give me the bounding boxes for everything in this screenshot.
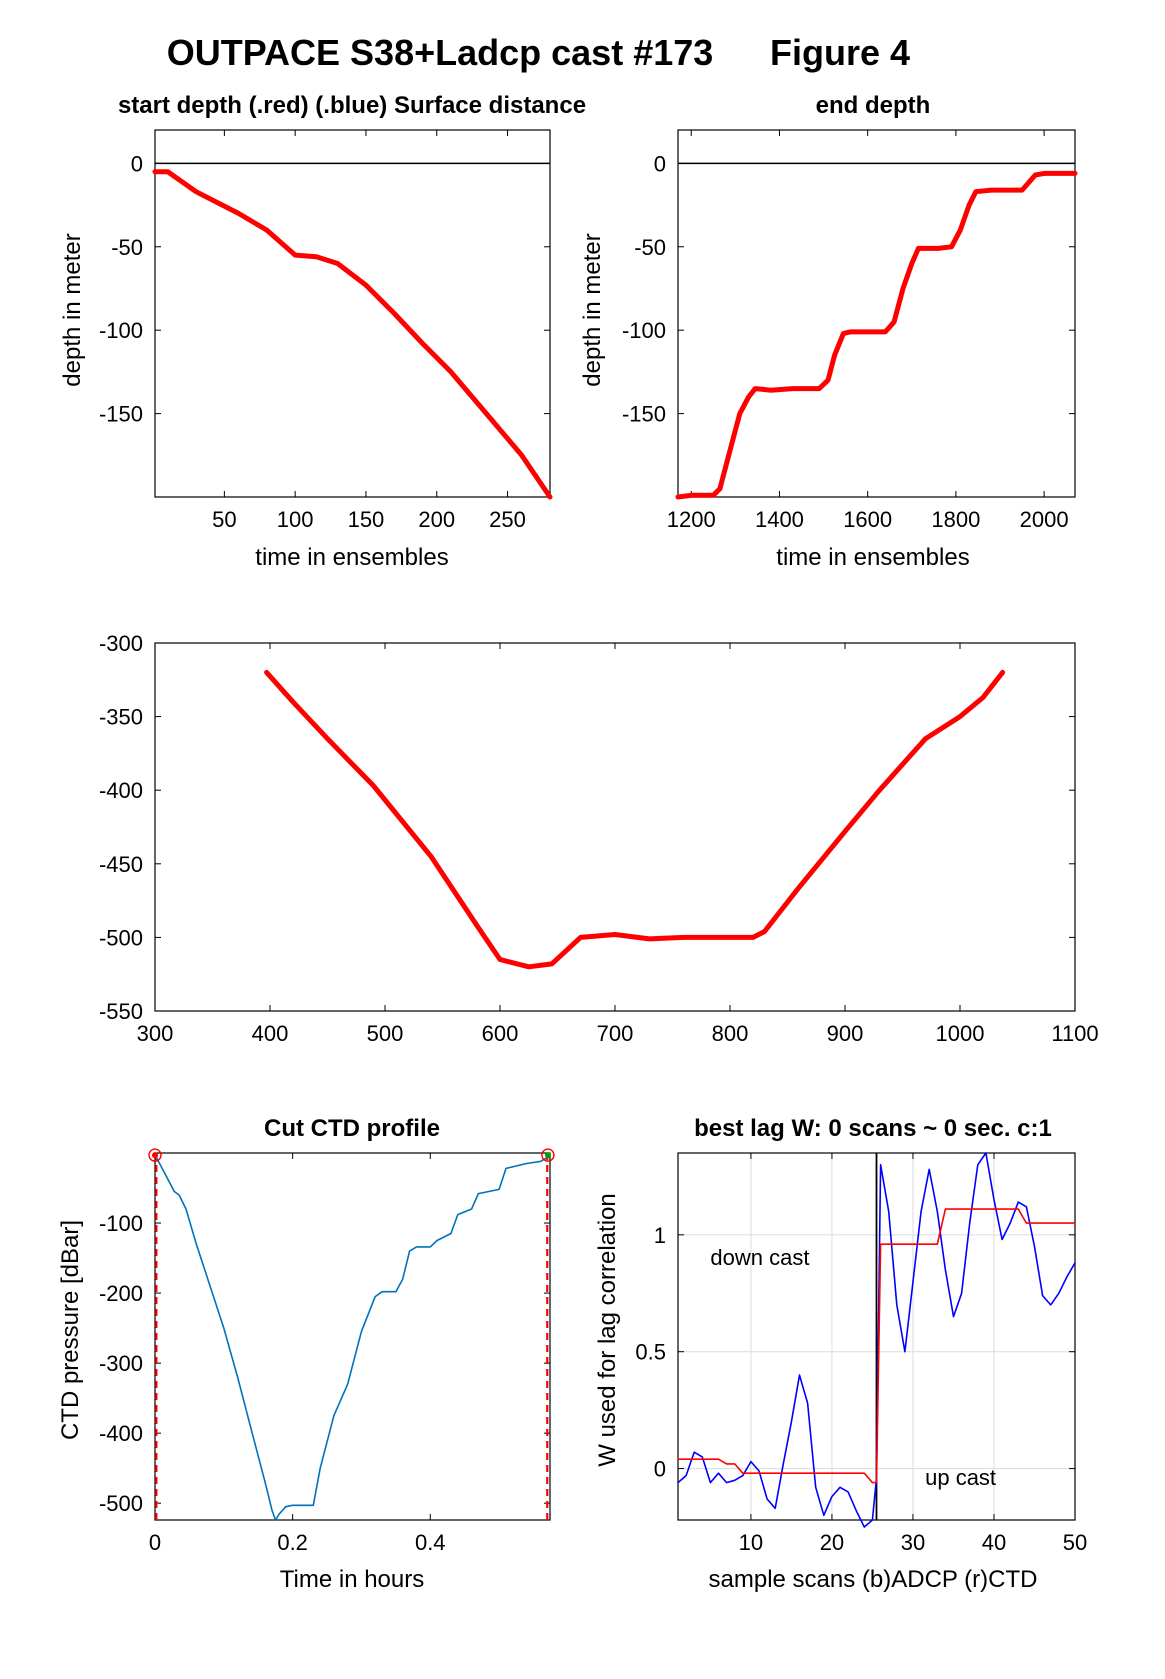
middle-depth-ytick-label: -350 bbox=[99, 705, 143, 730]
middle-depth-xtick-label: 1000 bbox=[936, 1021, 985, 1046]
end-depth-panel: end depth time in ensembles depth in met… bbox=[579, 92, 1078, 571]
middle-depth-ytick-label: -300 bbox=[99, 631, 143, 656]
end-depth-xtick-label: 1800 bbox=[931, 507, 980, 532]
start-depth-series-line bbox=[152, 169, 553, 500]
end-depth-xlabel: time in ensembles bbox=[776, 544, 969, 571]
ctd-profile-ylabel: CTD pressure [dBar] bbox=[57, 1220, 84, 1440]
middle-depth-xtick-label: 400 bbox=[252, 1021, 289, 1046]
lag-correlation-ytick-label: 0 bbox=[654, 1457, 666, 1482]
lag-correlation-title: best lag W: 0 scans ~ 0 sec. c:1 bbox=[694, 1115, 1052, 1142]
end-depth-title: end depth bbox=[816, 92, 931, 119]
ctd-profile-endpoint-circle bbox=[148, 1148, 162, 1162]
figure-label: Figure 4 bbox=[770, 32, 910, 73]
start-depth-ytick-label: -100 bbox=[99, 318, 143, 343]
middle-depth-series-line bbox=[264, 669, 1006, 970]
lag-correlation-xtick-label: 20 bbox=[820, 1530, 844, 1555]
ctd-profile-panel: Cut CTD profile Time in hours CTD pressu… bbox=[57, 1115, 555, 1593]
middle-depth-ytick-label: -550 bbox=[99, 999, 143, 1024]
end-depth-ytick-label: -150 bbox=[622, 402, 666, 427]
start-depth-xtick-label: 200 bbox=[418, 507, 455, 532]
ctd-profile-endpoint-dot bbox=[152, 1152, 158, 1159]
end-depth-ytick-label: -100 bbox=[622, 318, 666, 343]
lag-correlation-annotation: up cast bbox=[925, 1465, 996, 1490]
lag-correlation-series-line bbox=[677, 1208, 1076, 1484]
middle-depth-xtick-label: 1100 bbox=[1051, 1021, 1098, 1046]
end-depth-xtick-label: 1400 bbox=[755, 507, 804, 532]
middle-depth-xtick-label: 600 bbox=[482, 1021, 519, 1046]
end-depth-ylabel: depth in meter bbox=[579, 233, 606, 386]
ctd-profile-xtick-label: 0 bbox=[149, 1530, 161, 1555]
lag-correlation-ytick-label: 0.5 bbox=[635, 1340, 666, 1365]
lag-correlation-xtick-label: 10 bbox=[739, 1530, 763, 1555]
start-depth-ytick-label: -150 bbox=[99, 402, 143, 427]
ctd-profile-xtick-label: 0.4 bbox=[415, 1530, 446, 1555]
start-depth-xtick-label: 100 bbox=[277, 507, 314, 532]
ctd-profile-xlabel: Time in hours bbox=[280, 1566, 425, 1593]
middle-depth-ytick-label: -450 bbox=[99, 852, 143, 877]
middle-depth-xtick-label: 800 bbox=[712, 1021, 749, 1046]
lag-correlation-xtick-label: 50 bbox=[1063, 1530, 1087, 1555]
end-depth-xtick-label: 1200 bbox=[667, 507, 716, 532]
end-depth-axes-box bbox=[677, 129, 1076, 498]
start-depth-xtick-label: 150 bbox=[348, 507, 385, 532]
end-depth-xtick-label: 2000 bbox=[1020, 507, 1069, 532]
end-depth-ytick-label: -50 bbox=[634, 235, 666, 260]
lag-correlation-panel: best lag W: 0 scans ~ 0 sec. c:1 sample … bbox=[594, 1115, 1087, 1593]
ctd-profile-title: Cut CTD profile bbox=[264, 1115, 440, 1142]
lag-correlation-xtick-label: 40 bbox=[982, 1530, 1006, 1555]
middle-depth-ytick-label: -500 bbox=[99, 925, 143, 950]
ctd-profile-endpoint-circle bbox=[541, 1148, 555, 1162]
end-depth-xtick-label: 1600 bbox=[843, 507, 892, 532]
ctd-profile-ytick-label: -100 bbox=[99, 1211, 143, 1236]
start-depth-xtick-label: 50 bbox=[212, 507, 236, 532]
ctd-profile-axes-box bbox=[154, 1152, 551, 1521]
start-depth-axes-box bbox=[154, 129, 551, 498]
ctd-profile-ytick-label: -300 bbox=[99, 1351, 143, 1376]
start-depth-ytick-label: 0 bbox=[131, 151, 143, 176]
middle-depth-xtick-label: 900 bbox=[827, 1021, 864, 1046]
start-depth-xtick-label: 250 bbox=[489, 507, 526, 532]
start-depth-title: start depth (.red) (.blue) Surface dista… bbox=[118, 92, 586, 119]
start-depth-panel: start depth (.red) (.blue) Surface dista… bbox=[59, 92, 586, 571]
figure-title: OUTPACE S38+Ladcp cast #173 bbox=[167, 32, 714, 73]
middle-depth-panel: 300 400 500 600 700 800 900 1000 1100 -300 -350 -40… bbox=[99, 631, 1099, 1046]
ctd-profile-ytick-label: -200 bbox=[99, 1281, 143, 1306]
start-depth-ylabel: depth in meter bbox=[59, 233, 86, 386]
end-depth-series-line bbox=[675, 170, 1078, 500]
lag-correlation-annotation: down cast bbox=[710, 1245, 809, 1270]
lag-correlation-ylabel: W used for lag correlation bbox=[594, 1193, 621, 1466]
ctd-profile-xtick-label: 0.2 bbox=[277, 1530, 308, 1555]
ctd-profile-series-line bbox=[154, 1154, 551, 1521]
middle-depth-xtick-label: 700 bbox=[597, 1021, 634, 1046]
ctd-profile-ytick-label: -500 bbox=[99, 1491, 143, 1516]
lag-correlation-ytick-label: 1 bbox=[654, 1223, 666, 1248]
start-depth-xlabel: time in ensembles bbox=[255, 544, 448, 571]
ctd-profile-endpoint-dot bbox=[544, 1152, 551, 1159]
end-depth-ytick-label: 0 bbox=[654, 151, 666, 176]
lag-correlation-xlabel: sample scans (b)ADCP (r)CTD bbox=[709, 1566, 1038, 1593]
ctd-profile-ytick-label: -400 bbox=[99, 1421, 143, 1446]
middle-depth-ytick-label: -400 bbox=[99, 778, 143, 803]
lag-correlation-xtick-label: 30 bbox=[901, 1530, 925, 1555]
middle-depth-xtick-label: 300 bbox=[137, 1021, 174, 1046]
start-depth-ytick-label: -50 bbox=[111, 235, 143, 260]
middle-depth-xtick-label: 500 bbox=[367, 1021, 404, 1046]
